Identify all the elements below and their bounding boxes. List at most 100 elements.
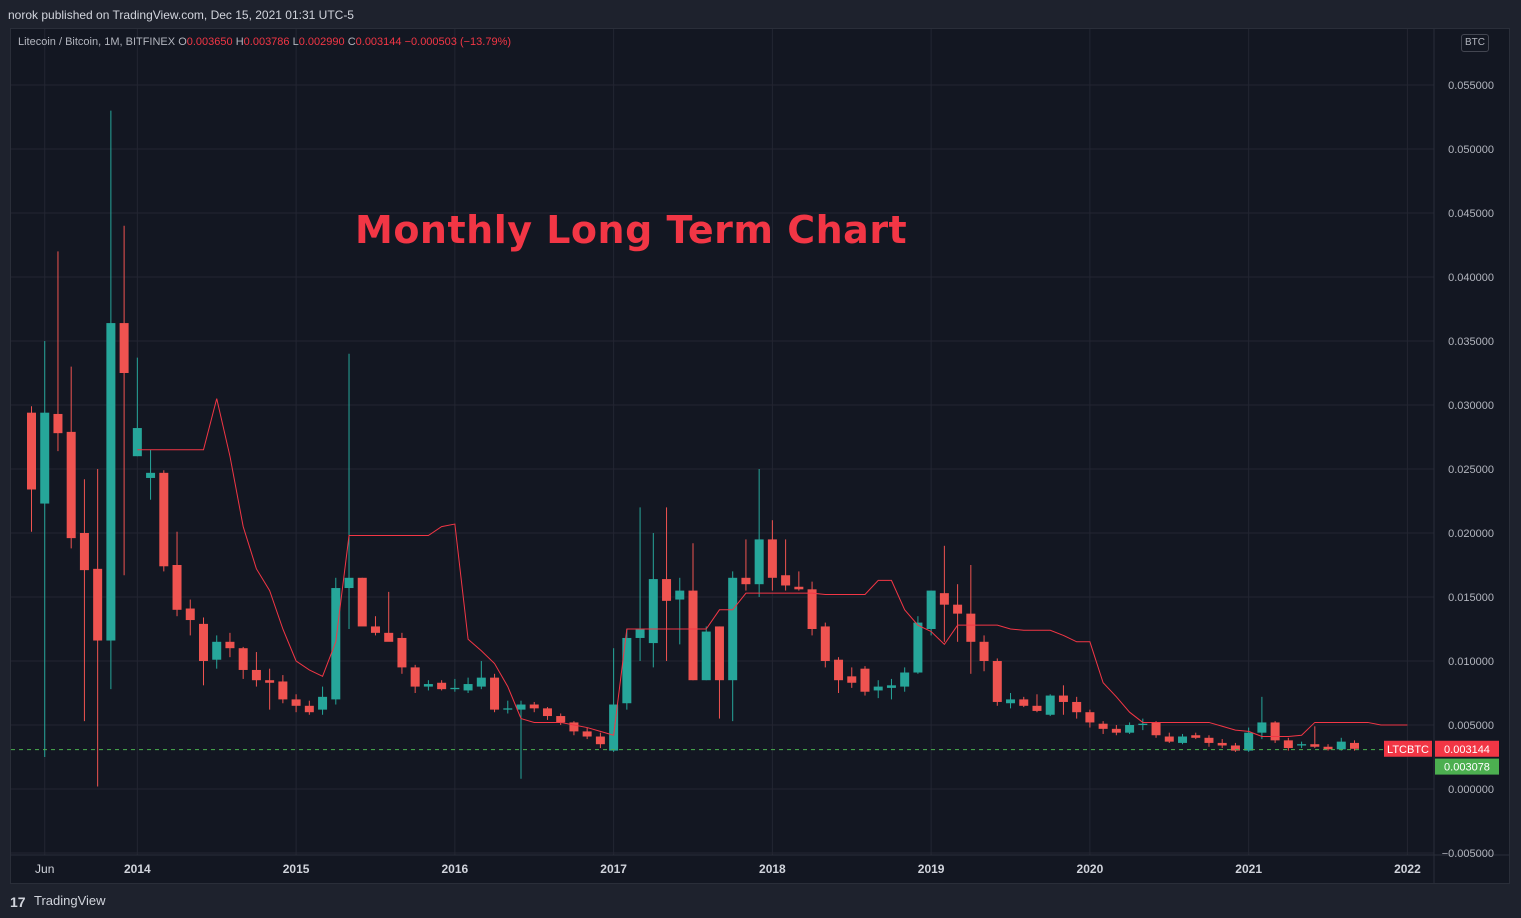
candle-body[interactable] [225,642,234,648]
candle-body[interactable] [874,687,883,691]
candle-body[interactable] [450,688,459,689]
candle-body[interactable] [278,681,287,699]
candle-body[interactable] [305,706,314,712]
candle-body[interactable] [503,708,512,709]
candle-body[interactable] [424,684,433,687]
candle-body[interactable] [106,323,115,640]
candle-body[interactable] [900,673,909,687]
candle-body[interactable] [821,626,830,661]
candle-body[interactable] [966,614,975,642]
candle-body[interactable] [1191,735,1200,738]
tradingview-brand[interactable]: TradingView [34,893,106,908]
candle-body[interactable] [1284,740,1293,748]
candle-body[interactable] [755,539,764,584]
candle-body[interactable] [67,432,76,538]
candle-body[interactable] [662,579,671,601]
candle-body[interactable] [27,413,36,490]
candle-body[interactable] [953,605,962,614]
candle-body[interactable] [728,578,737,680]
candle-body[interactable] [1324,747,1333,750]
candle-body[interactable] [808,589,817,629]
candle-body[interactable] [53,414,62,433]
candle-body[interactable] [411,667,420,686]
candle-body[interactable] [1271,722,1280,740]
candle-body[interactable] [1059,696,1068,702]
candle-body[interactable] [252,670,261,680]
candle-body[interactable] [715,626,724,680]
candle-body[interactable] [1046,696,1055,715]
candle-body[interactable] [530,705,539,709]
candle-body[interactable] [1072,702,1081,712]
candle-body[interactable] [120,323,129,373]
candle-body[interactable] [940,593,949,605]
candle-body[interactable] [239,648,248,670]
candle-body[interactable] [397,638,406,667]
candle-body[interactable] [517,705,526,710]
candle-body[interactable] [1099,724,1108,729]
candle-body[interactable] [477,678,486,687]
candle-body[interactable] [596,737,605,745]
candle-body[interactable] [318,697,327,710]
candle-body[interactable] [689,591,698,681]
candle-body[interactable] [464,684,473,690]
candle-body[interactable] [1006,699,1015,703]
candle-body[interactable] [1165,737,1174,742]
candle-body[interactable] [331,588,340,699]
candle-body[interactable] [569,722,578,731]
candle-body[interactable] [583,731,592,736]
candle-body[interactable] [186,609,195,621]
candle-body[interactable] [1152,722,1161,735]
candle-body[interactable] [490,678,499,710]
candle-body[interactable] [40,413,49,504]
candle-body[interactable] [371,626,380,632]
candle-body[interactable] [794,587,803,590]
candle-body[interactable] [768,539,777,577]
candle-body[interactable] [1204,738,1213,743]
candle-body[interactable] [1138,724,1147,725]
candle-body[interactable] [980,642,989,661]
candle-body[interactable] [1178,737,1187,743]
candle-body[interactable] [292,699,301,705]
candle-body[interactable] [345,578,354,588]
candle-body[interactable] [1085,712,1094,722]
candle-body[interactable] [741,578,750,584]
candle-body[interactable] [1244,733,1253,751]
candle-body[interactable] [1032,706,1041,711]
candle-body[interactable] [887,685,896,688]
candle-body[interactable] [1019,699,1028,705]
candle-body[interactable] [358,578,367,627]
candle-body[interactable] [543,708,552,716]
candle-body[interactable] [437,683,446,689]
candle-body[interactable] [781,575,790,585]
candle-body[interactable] [913,623,922,673]
candle-body[interactable] [80,533,89,570]
candle-body[interactable] [702,632,711,681]
candle-body[interactable] [146,473,155,478]
candle-body[interactable] [993,661,1002,702]
candle-body[interactable] [649,579,658,643]
candle-body[interactable] [834,660,843,680]
candle-body[interactable] [860,669,869,692]
candle-body[interactable] [1257,722,1266,732]
candle-body[interactable] [133,428,142,456]
candle-body[interactable] [927,591,936,629]
candle-body[interactable] [173,565,182,610]
candle-body[interactable] [1125,725,1134,733]
currency-badge[interactable]: BTC [1461,34,1489,52]
candle-body[interactable] [675,591,684,600]
candle-body[interactable] [159,473,168,566]
candle-body[interactable] [1297,744,1306,745]
candle-body[interactable] [847,676,856,682]
candle-body[interactable] [556,716,565,722]
candle-body[interactable] [622,638,631,703]
candle-body[interactable] [93,569,102,641]
candle-body[interactable] [1337,742,1346,750]
candle-body[interactable] [199,624,208,661]
candle-body[interactable] [384,633,393,642]
candle-body[interactable] [636,629,645,638]
candle-body[interactable] [212,642,221,660]
candle-body[interactable] [1218,743,1227,746]
tradingview-logo-icon[interactable]: 17 [10,894,26,910]
candle-body[interactable] [1310,744,1319,747]
